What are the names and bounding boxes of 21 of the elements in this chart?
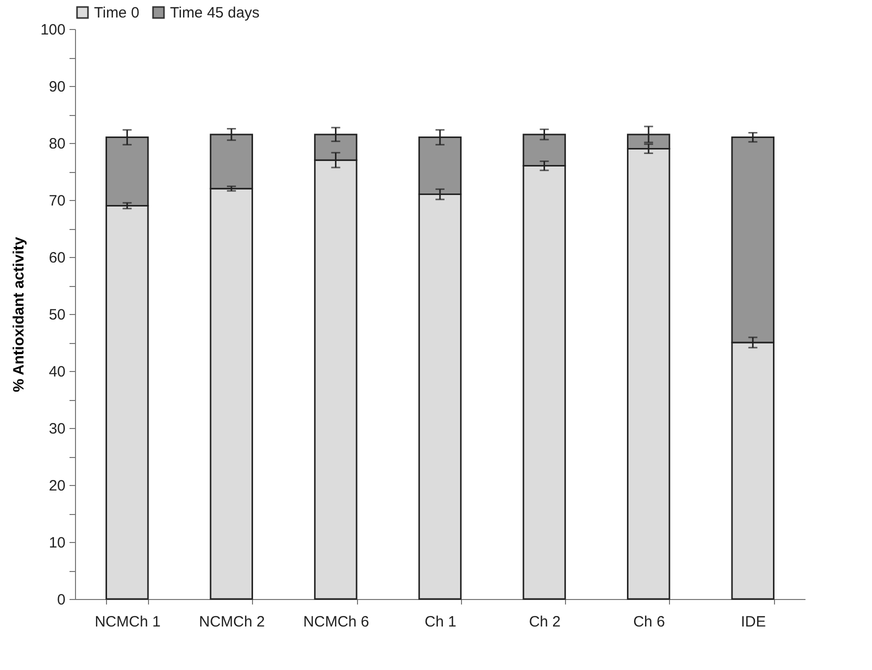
legend-label: Time 45 days bbox=[170, 4, 260, 22]
y-tick-label: 60 bbox=[48, 250, 66, 266]
y-tick-label: 100 bbox=[40, 22, 66, 38]
legend-label: Time 0 bbox=[94, 4, 140, 22]
y-tick-label: 20 bbox=[48, 478, 66, 494]
y-tick-label: 30 bbox=[48, 420, 66, 438]
x-tick-label: Ch 2 bbox=[528, 614, 561, 630]
y-tick-label: 0 bbox=[57, 592, 66, 608]
y-tick-label: 40 bbox=[48, 364, 66, 380]
y-tick-label: 80 bbox=[48, 136, 66, 152]
x-tick-label: NCMCh 2 bbox=[199, 614, 265, 630]
x-tick-label: Ch 6 bbox=[633, 614, 665, 630]
y-tick-label: 70 bbox=[48, 192, 66, 210]
y-tick-label: 90 bbox=[48, 78, 66, 96]
y-tick-label: 50 bbox=[48, 306, 66, 324]
x-tick-label: Ch 1 bbox=[424, 614, 456, 630]
x-tick-label: IDE bbox=[740, 614, 766, 630]
y-axis-title: % Antioxidant activity bbox=[10, 236, 28, 392]
y-tick-label: 10 bbox=[48, 534, 66, 552]
x-tick-label: NCMCh 6 bbox=[303, 614, 370, 630]
x-tick-label: NCMCh 1 bbox=[94, 614, 161, 630]
